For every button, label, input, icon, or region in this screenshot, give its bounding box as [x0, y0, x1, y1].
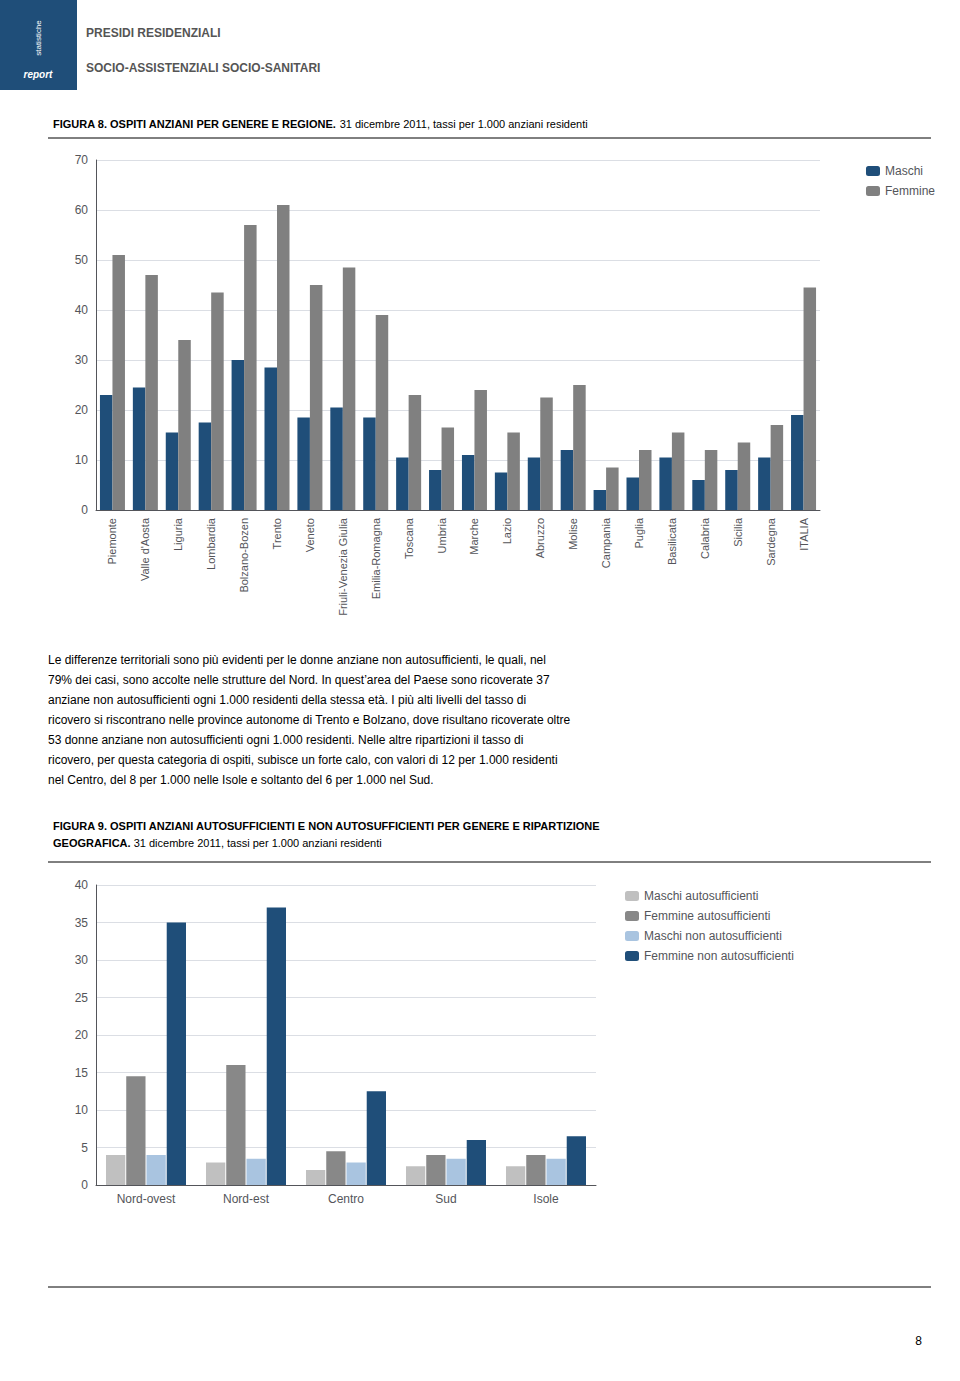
svg-text:20: 20: [75, 403, 89, 417]
svg-text:53 donne anziane non autosuffi: 53 donne anziane non autosufficienti ogn…: [48, 733, 523, 747]
svg-text:Nord-est: Nord-est: [223, 1192, 270, 1206]
svg-text:Liguria: Liguria: [172, 517, 184, 551]
svg-text:Molise: Molise: [567, 518, 579, 550]
svg-text:Sud: Sud: [435, 1192, 456, 1206]
svg-text:Puglia: Puglia: [633, 517, 645, 548]
svg-text:report: report: [24, 69, 54, 80]
svg-text:8: 8: [915, 1334, 922, 1348]
svg-text:40: 40: [75, 303, 89, 317]
svg-text:Maschi non autosufficienti: Maschi non autosufficienti: [644, 929, 782, 943]
svg-text:30: 30: [75, 353, 89, 367]
svg-text:50: 50: [75, 253, 89, 267]
svg-text:5: 5: [81, 1141, 88, 1155]
svg-text:31 dicembre 2011, tassi per 1.: 31 dicembre 2011, tassi per 1.000 anzian…: [131, 837, 382, 849]
svg-text:40: 40: [75, 878, 89, 892]
svg-text:Piemonte: Piemonte: [106, 518, 118, 564]
svg-text:PRESIDI RESIDENZIALI: PRESIDI RESIDENZIALI: [86, 26, 221, 40]
svg-text:0: 0: [81, 1178, 88, 1192]
svg-text:70: 70: [75, 153, 89, 167]
svg-text:FIGURA 9. OSPITI ANZIANI AUTOS: FIGURA 9. OSPITI ANZIANI AUTOSUFFICIENTI…: [53, 820, 600, 832]
svg-text:Bolzano-Bozen: Bolzano-Bozen: [238, 518, 250, 593]
svg-text:Maschi autosufficienti: Maschi autosufficienti: [644, 889, 759, 903]
svg-text:Lazio: Lazio: [501, 518, 513, 544]
svg-text:0: 0: [81, 503, 88, 517]
svg-text:Nord-ovest: Nord-ovest: [117, 1192, 176, 1206]
svg-text:Campania: Campania: [600, 517, 612, 568]
svg-text:ricovero, per questa categoria: ricovero, per questa categoria di ospiti…: [48, 753, 558, 767]
svg-text:Le differenze territoriali son: Le differenze territoriali sono più evid…: [48, 653, 546, 667]
svg-text:ITALIA: ITALIA: [798, 517, 810, 550]
svg-text:Trento: Trento: [271, 518, 283, 549]
svg-text:Friuli-Venezia Giulia: Friuli-Venezia Giulia: [337, 517, 349, 616]
svg-text:Maschi: Maschi: [885, 164, 923, 178]
svg-text:Femmine: Femmine: [885, 184, 935, 198]
svg-text:Femmine non autosufficienti: Femmine non autosufficienti: [644, 949, 794, 963]
svg-text:Femmine autosufficienti: Femmine autosufficienti: [644, 909, 771, 923]
svg-text:79% dei casi, sono accolte nel: 79% dei casi, sono accolte nelle struttu…: [48, 673, 550, 687]
svg-text:Basilicata: Basilicata: [666, 517, 678, 565]
svg-text:SOCIO-ASSISTENZIALI SOCIO-SANI: SOCIO-ASSISTENZIALI SOCIO-SANITARI: [86, 61, 320, 75]
svg-text:anziane non autosufficienti og: anziane non autosufficienti ogni 1.000 r…: [48, 693, 526, 707]
svg-text:Umbria: Umbria: [436, 517, 448, 553]
svg-text:GEOGRAFICA.: GEOGRAFICA.: [53, 837, 131, 849]
svg-text:Marche: Marche: [468, 518, 480, 555]
svg-text:Veneto: Veneto: [304, 518, 316, 552]
svg-text:Lombardia: Lombardia: [205, 517, 217, 570]
svg-text:Sicilia: Sicilia: [732, 517, 744, 547]
svg-text:31 dicembre 2011, tassi per 1.: 31 dicembre 2011, tassi per 1.000 anzian…: [337, 118, 588, 130]
svg-text:Abruzzo: Abruzzo: [534, 518, 546, 558]
svg-text:20: 20: [75, 1028, 89, 1042]
svg-text:nel Centro, del 8 per 1.000 ne: nel Centro, del 8 per 1.000 nelle Isole …: [48, 773, 434, 787]
svg-text:10: 10: [75, 453, 89, 467]
svg-text:Calabria: Calabria: [699, 517, 711, 559]
svg-text:Sardegna: Sardegna: [765, 517, 777, 566]
svg-text:ricovero si riscontrano nelle: ricovero si riscontrano nelle province a…: [48, 713, 571, 727]
svg-text:Isole: Isole: [533, 1192, 559, 1206]
svg-text:Centro: Centro: [328, 1192, 364, 1206]
svg-text:Valle d'Aosta: Valle d'Aosta: [139, 517, 151, 581]
svg-text:10: 10: [75, 1103, 89, 1117]
svg-text:15: 15: [75, 1066, 89, 1080]
svg-text:statistiche: statistiche: [34, 20, 43, 56]
svg-text:25: 25: [75, 991, 89, 1005]
svg-text:Toscana: Toscana: [403, 517, 415, 559]
svg-text:60: 60: [75, 203, 89, 217]
svg-text:Emilia-Romagna: Emilia-Romagna: [370, 517, 382, 599]
svg-text:35: 35: [75, 916, 89, 930]
svg-text:FIGURA 8. OSPITI ANZIANI PER G: FIGURA 8. OSPITI ANZIANI PER GENERE E RE…: [53, 118, 336, 130]
svg-text:30: 30: [75, 953, 89, 967]
